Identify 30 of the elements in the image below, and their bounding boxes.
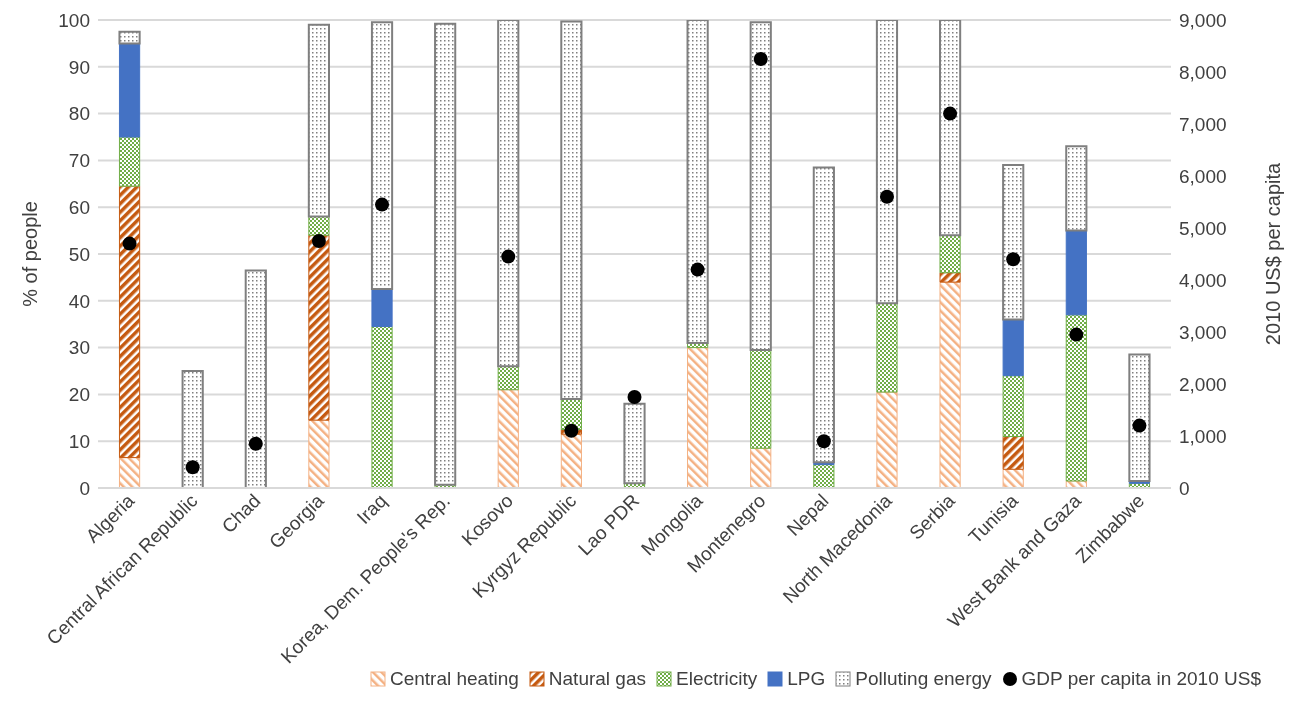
y2-axis-title: 2010 US$ per capita <box>1262 161 1285 346</box>
y2-tick-label: 3,000 <box>1179 321 1227 343</box>
y2-tick-label: 2,000 <box>1179 373 1227 395</box>
y-tick-label: 100 <box>58 9 90 31</box>
y-tick-label: 70 <box>68 150 90 172</box>
y-tick-label: 20 <box>68 384 90 406</box>
y2-tick-label: 0 <box>1179 477 1190 499</box>
y2-tick-label: 8,000 <box>1179 61 1227 83</box>
y-tick-label: 10 <box>68 430 90 452</box>
x-tick-label: Iraq <box>352 489 391 528</box>
legend-label: Electricity <box>676 668 758 690</box>
y-tick-label: 80 <box>68 103 90 125</box>
y2-tick-label: 9,000 <box>1179 9 1227 31</box>
legend-label: Polluting energy <box>855 668 992 690</box>
y-tick-label: 40 <box>68 290 90 312</box>
y-tick-label: 50 <box>68 243 90 265</box>
y2-tick-label: 5,000 <box>1179 217 1227 239</box>
y-axis-title: % of people <box>19 201 42 307</box>
y2-tick-label: 4,000 <box>1179 269 1227 291</box>
legend-label: LPG <box>787 668 826 690</box>
legend-label: Central heating <box>389 668 519 690</box>
y2-tick-label: 6,000 <box>1179 165 1227 187</box>
legend-label: GDP per capita in 2010 US$ <box>1021 668 1261 690</box>
y-tick-label: 90 <box>68 56 90 78</box>
y-tick-label: 30 <box>68 337 90 359</box>
y-tick-label: 60 <box>68 196 90 218</box>
y2-tick-label: 1,000 <box>1179 425 1227 447</box>
legend-label: Natural gas <box>548 668 646 690</box>
y2-tick-label: 7,000 <box>1179 113 1227 135</box>
y-tick-label: 0 <box>79 477 90 499</box>
